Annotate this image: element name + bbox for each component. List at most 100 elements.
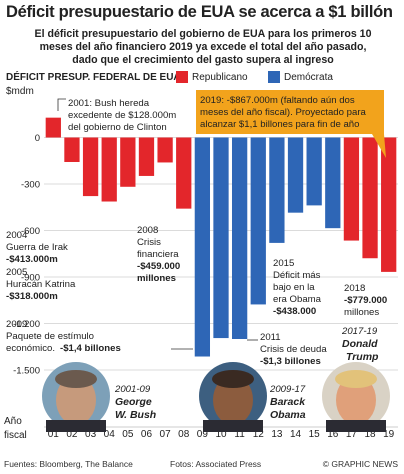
annotation-2011-line: 2011 [260, 332, 281, 343]
annotation-2001-line: del gobierno de Clinton [68, 122, 167, 133]
annotation-2009-line: Paquete de estímulo [6, 331, 94, 342]
x-tick-label: 05 [122, 429, 134, 440]
annotation-2005-line: -$318.000m [6, 291, 58, 302]
annotation-2019-pointer [372, 134, 386, 158]
annotation-2001-leader [57, 98, 66, 111]
x-axis-label: fiscal [4, 430, 27, 441]
president-name: George [115, 396, 152, 408]
portrait-obama-face [213, 375, 253, 425]
y-tick-label: 0 [35, 133, 40, 144]
y-tick-label: -900 [21, 273, 40, 284]
legend-title: DÉFICIT PRESUP. FEDERAL DE EUA [6, 72, 181, 83]
portrait-bush-face [56, 375, 96, 425]
legend-item-republican: Republicano [176, 71, 248, 83]
x-tick-label: 16 [327, 429, 339, 440]
annotation-2001-line: 2001: Bush hereda [68, 98, 150, 109]
annotation-2015-line: 2015 [273, 258, 294, 269]
x-tick-label: 19 [383, 429, 395, 440]
bar-18 [362, 137, 378, 259]
annotation-2008-line: 2008 [137, 225, 158, 236]
president-name: Barack [270, 396, 306, 408]
annotation-2009-value: -$1,4 billones [60, 343, 121, 354]
portrait-bush [42, 362, 110, 432]
y-axis-unit: $mdm [6, 86, 34, 97]
annotation-2019-line: meses del año fiscal). Proyectado para [200, 107, 367, 118]
portrait-trump-face [336, 375, 376, 425]
x-tick-label: 18 [364, 429, 376, 440]
president-name: Donald [342, 338, 378, 350]
y-tick-label: -300 [21, 180, 40, 191]
portrait-obama-suit [203, 420, 263, 432]
bar-03 [82, 137, 99, 197]
x-tick-label: 04 [104, 429, 116, 440]
portrait-bush-suit [46, 420, 106, 432]
bar-11 [231, 137, 248, 339]
portrait-bush-hair [55, 370, 97, 388]
bar-06 [138, 137, 155, 176]
bar-13 [269, 137, 285, 243]
portrait-trump [322, 362, 390, 432]
bar-05 [120, 137, 136, 187]
bar-08 [176, 137, 192, 209]
annotation-2009-line: económico. [6, 343, 55, 354]
annotation-2018-line: millones [344, 307, 379, 318]
annotation-2015-line: bajo en la [273, 282, 315, 293]
annotation-2009-line: 2009 [6, 319, 27, 330]
bar-15 [306, 137, 322, 206]
bar-02 [64, 137, 80, 162]
x-tick-label: 14 [290, 429, 302, 440]
president-years: 2009-17 [269, 384, 306, 395]
annotation-2011-line: Crisis de deuda [260, 344, 327, 355]
bar-07 [157, 137, 173, 163]
y-tick-label: -1.500 [13, 366, 40, 377]
y-tick-label: -1.200 [13, 319, 40, 330]
bar-16 [325, 137, 341, 229]
x-tick-label: 12 [253, 429, 265, 440]
annotation-2004-line: 2004 [6, 230, 28, 241]
portrait-obama [199, 362, 267, 432]
x-tick-label: 09 [197, 429, 209, 440]
annotation-2018-line: -$779.000 [344, 295, 387, 306]
x-tick-label: 08 [178, 429, 190, 440]
portrait-trump-hair [335, 370, 377, 388]
x-tick-label: 02 [66, 429, 78, 440]
annotation-2019-line: 2019: -$867.000m (faltando aún dos [200, 95, 355, 106]
x-tick-label: 07 [160, 429, 172, 440]
bar-19 [381, 137, 397, 272]
annotation-2018-line: 2018 [344, 283, 365, 294]
president-name: Obama [270, 409, 306, 421]
annotation-2001-line: excedente de $128.000m [68, 110, 176, 121]
x-tick-label: 03 [85, 429, 97, 440]
subtitle-line: dado que el crecimiento del gasto supera… [72, 54, 334, 66]
annotation-2015-line: -$438.000 [273, 306, 316, 317]
footer-photos: Fotos: Associated Press [170, 459, 262, 469]
chart-title: Déficit presupuestario de EUA se acerca … [6, 3, 393, 21]
annotation-2008-line: Crisis [137, 237, 161, 248]
president-name: Trump [346, 351, 379, 363]
legend: DÉFICIT PRESUP. FEDERAL DE EUA Republica… [6, 71, 400, 85]
annotation-2008-line: -$459.000 [137, 261, 180, 272]
annotation-2001-bg [64, 95, 204, 133]
footer-credit: © GRAPHIC NEWS [322, 459, 398, 469]
annotation-2015-line: era Obama [273, 294, 322, 305]
bar-10 [213, 137, 229, 339]
annotation-2008-line: millones [137, 273, 176, 284]
annotation-2005-line: 2005 [6, 267, 27, 278]
legend-swatch-republican [176, 71, 188, 83]
footer-sources: Fuentes: Bloomberg, The Balance [4, 459, 133, 469]
president-years: 2001-09 [114, 384, 151, 395]
chart-subtitle: El déficit presupuestario del gobierno d… [6, 28, 400, 67]
x-tick-label: 10 [215, 429, 227, 440]
y-tick-label: -600 [21, 226, 40, 237]
president-name: W. Bush [115, 409, 156, 421]
x-tick-label: 06 [141, 429, 153, 440]
x-tick-label: 17 [346, 429, 358, 440]
annotation-2011-line: -$1,3 billones [260, 356, 321, 367]
x-tick-label: 13 [271, 429, 283, 440]
portrait-obama-hair [212, 370, 254, 388]
bar-14 [287, 137, 304, 213]
bar-17 [343, 137, 360, 241]
legend-label-democrat: Demócrata [284, 71, 333, 83]
portrait-trump-suit [326, 420, 386, 432]
